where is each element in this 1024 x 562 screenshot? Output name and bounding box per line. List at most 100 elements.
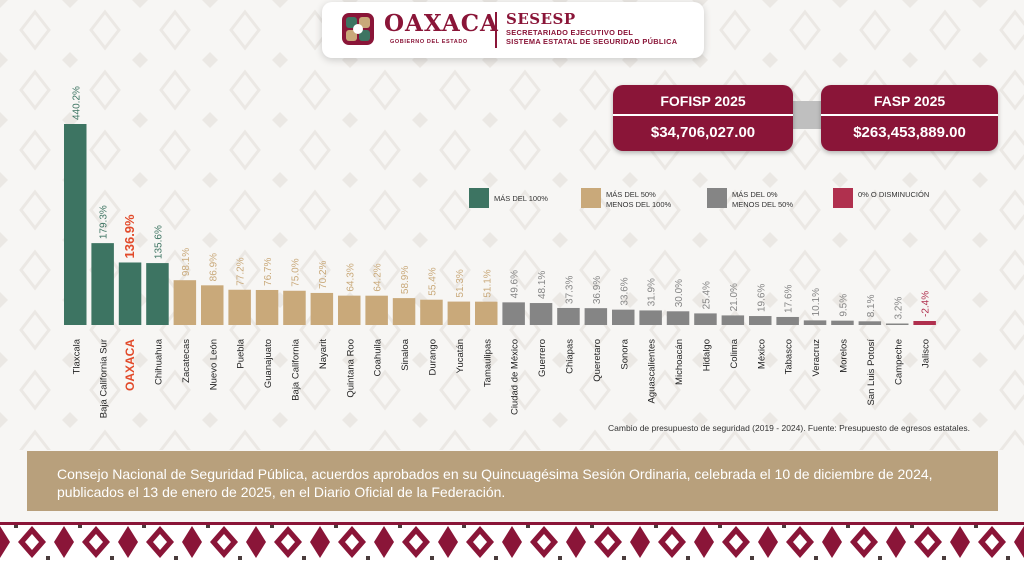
bar-yucatan: [447, 301, 471, 325]
value-label-sonora: 33.6%: [619, 277, 630, 305]
value-label-puebla: 77.2%: [236, 257, 247, 285]
value-label-baja-california-sur: 179.3%: [99, 205, 110, 239]
legend-label: MÁS DEL 50% MENOS DEL 100%: [606, 190, 672, 209]
value-label-nuevo-leon: 86.9%: [208, 253, 219, 281]
bar-coahuila: [365, 295, 388, 325]
bar-baja-california: [283, 290, 306, 325]
category-label-guerrero: Guerrero: [537, 339, 548, 377]
category-label-baja-california: Baja California: [290, 338, 301, 400]
category-label-oaxaca: OAXACA: [123, 339, 137, 391]
category-label-ciudad-de-mexico: Ciudad de México: [510, 339, 521, 415]
value-label-nayarit: 70.2%: [318, 260, 329, 288]
category-label-coahuila: Coahuila: [373, 338, 384, 376]
bar-zacatecas: [173, 280, 197, 325]
category-label-zacatecas: Zacatecas: [181, 339, 192, 383]
category-label-jalisco: Jalisco: [921, 339, 932, 368]
value-label-oaxaca: 136.9%: [122, 214, 137, 259]
value-label-sinaloa: 58.9%: [400, 266, 411, 294]
category-label-nayarit: Nayarit: [318, 339, 329, 369]
category-label-sonora: Sonora: [619, 338, 630, 369]
value-label-queretaro: 36.9%: [592, 276, 603, 304]
bar-chihuahua: [146, 263, 169, 325]
value-label-zacatecas: 98.1%: [181, 248, 192, 276]
bar-jalisco: [913, 321, 936, 325]
category-label-guanajuato: Guanajuato: [263, 339, 274, 388]
category-label-tlaxcala: Tlaxcala: [71, 338, 82, 374]
bar-quintana-roo: [338, 295, 361, 325]
value-label-tlaxcala: 440.2%: [71, 86, 82, 120]
bar-chart: 440.2% Tlaxcala 179.3% Baja California Sur 1…: [64, 86, 936, 418]
value-label-guerrero: 48.1%: [537, 271, 548, 299]
org-full-line-1: SECRETARIADO EJECUTIVO DEL: [506, 28, 634, 37]
value-label-hidalgo: 25.4%: [701, 281, 712, 309]
category-label-morelos: Morelos: [838, 339, 849, 373]
value-label-colima: 21.0%: [729, 283, 740, 311]
value-label-durango: 55.4%: [427, 267, 438, 295]
category-label-yucatan: Yucatán: [455, 339, 466, 373]
bar-sinaloa: [392, 298, 416, 325]
bar-chiapas: [557, 307, 580, 325]
bar-tlaxcala: [64, 124, 87, 325]
header-divider: [495, 12, 497, 48]
value-label-jalisco: -2.4%: [921, 291, 932, 317]
fund-amount: $34,706,027.00: [650, 124, 756, 141]
bar-aguascalientes: [639, 310, 662, 325]
info-banner-text: Consejo Nacional de Seguridad Pública, a…: [57, 466, 933, 500]
category-label-queretaro: Queretaro: [592, 339, 603, 382]
value-label-michoacan: 30.0%: [674, 279, 685, 307]
legend-label: 0% O DISMINUCIÓN: [858, 190, 930, 199]
value-label-tabasco: 17.6%: [784, 285, 795, 313]
org-full-line-2: SISTEMA ESTATAL DE SEGURIDAD PÚBLICA: [506, 37, 678, 46]
oaxaca-emblem-icon: [342, 13, 374, 45]
legend-label: MÁS DEL 100%: [494, 194, 548, 203]
bar-hidalgo: [694, 313, 717, 325]
info-banner: Consejo Nacional de Seguridad Pública, a…: [27, 451, 998, 511]
bar-nuevo-leon: [201, 285, 224, 325]
category-label-mexico: México: [756, 339, 767, 369]
decorative-border: [0, 522, 1024, 562]
org-full-name: SECRETARIADO EJECUTIVO DEL SISTEMA ESTAT…: [506, 28, 677, 46]
logo-name: OAXACA: [384, 10, 499, 37]
value-label-coahuila: 64.2%: [373, 263, 384, 291]
category-label-durango: Durango: [427, 339, 438, 375]
bar-morelos: [831, 320, 854, 325]
fund-name: FOFISP 2025: [660, 93, 746, 109]
fund-connector: [792, 101, 824, 129]
value-label-mexico: 19.6%: [756, 284, 767, 312]
bar-puebla: [228, 289, 251, 325]
category-label-michoacan: Michoacán: [674, 339, 685, 385]
value-label-chihuahua: 135.6%: [153, 225, 164, 259]
source-note: Cambio de presupuesto de seguridad (2019…: [608, 423, 970, 433]
fund-name: FASP 2025: [873, 93, 946, 109]
bar-colima: [721, 315, 745, 325]
fund-box-fasp: FASP 2025 $263,453,889.00: [821, 85, 998, 151]
legend-swatch: [469, 188, 489, 208]
bar-mexico: [749, 316, 772, 325]
category-label-nuevo-leon: Nuevo León: [208, 339, 219, 390]
value-label-tamaulipas: 51.1%: [482, 269, 493, 297]
value-label-san-luis-potosi: 8.1%: [866, 294, 877, 317]
bar-veracruz: [803, 320, 827, 325]
bar-tabasco: [776, 316, 799, 325]
value-label-ciudad-de-mexico: 49.6%: [510, 270, 521, 298]
bar-san-luis-potosi: [858, 321, 882, 325]
legend-swatch: [581, 188, 601, 208]
value-label-guanajuato: 76.7%: [263, 258, 274, 286]
category-label-sinaloa: Sinaloa: [400, 338, 411, 370]
value-label-yucatan: 51.3%: [455, 269, 466, 297]
category-label-chiapas: Chiapas: [564, 339, 575, 374]
bar-guanajuato: [255, 289, 279, 325]
value-label-veracruz: 10.1%: [811, 288, 822, 316]
org-name: SESESP: [506, 10, 576, 28]
category-label-colima: Colima: [729, 338, 740, 368]
category-label-puebla: Puebla: [236, 338, 247, 368]
header-card: OAXACA GOBIERNO DEL ESTADO SESESP SECRET…: [322, 2, 704, 58]
bar-michoacan: [666, 311, 690, 325]
logo-subtitle: GOBIERNO DEL ESTADO: [390, 39, 468, 45]
bar-queretaro: [584, 308, 608, 325]
category-label-chihuahua: Chihuahua: [153, 338, 164, 385]
category-label-tamaulipas: Tamaulipas: [482, 339, 493, 387]
value-label-quintana-roo: 64.3%: [345, 263, 356, 291]
legend-label: MÁS DEL 0% MENOS DEL 50%: [732, 190, 793, 209]
bar-guerrero: [529, 303, 553, 325]
